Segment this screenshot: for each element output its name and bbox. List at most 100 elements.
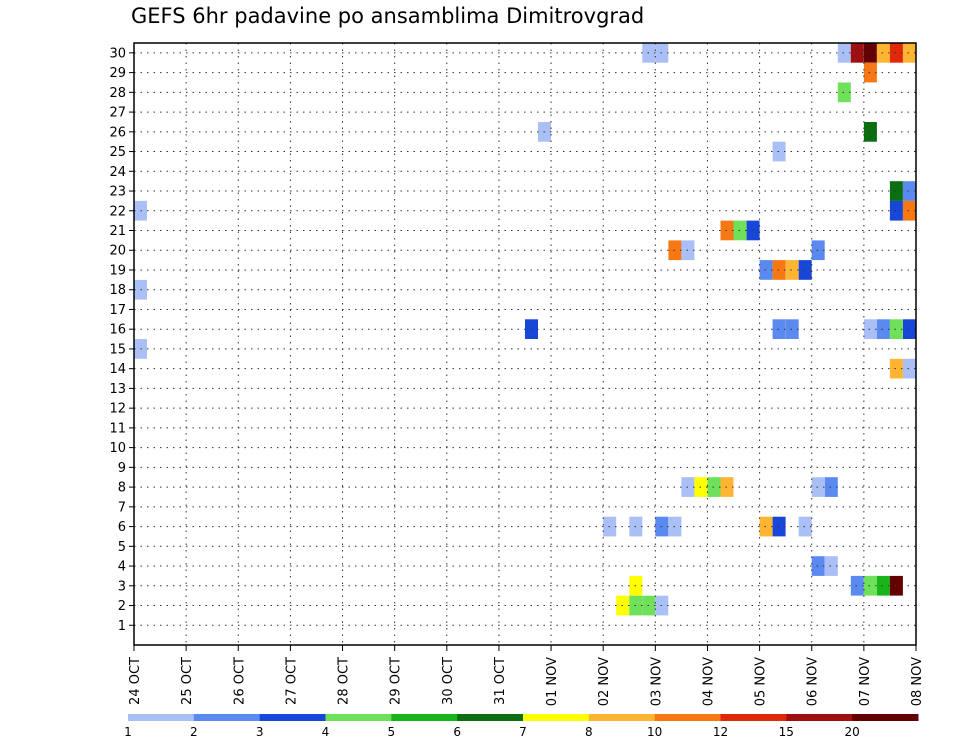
y-tick-label: 15 xyxy=(109,342,126,357)
colorbar-swatch xyxy=(193,714,261,721)
colorbar-label: 5 xyxy=(387,725,395,739)
precip-cell xyxy=(837,43,851,63)
precip-cell xyxy=(889,319,903,339)
precip-cell xyxy=(811,556,825,576)
colorbar-swatch xyxy=(588,714,656,721)
x-tick-label: 26 OCT xyxy=(232,657,247,705)
precip-cell xyxy=(772,141,786,162)
precip-cell xyxy=(889,43,903,63)
y-tick-label: 6 xyxy=(118,520,126,535)
y-tick-label: 21 xyxy=(109,224,126,239)
precip-cell xyxy=(863,43,877,63)
precip-cell xyxy=(785,319,799,339)
colorbar-swatch xyxy=(457,714,524,721)
precip-cell xyxy=(903,200,916,221)
precip-cell xyxy=(889,181,903,201)
precip-cell xyxy=(889,575,903,596)
colorbar-label: 10 xyxy=(647,725,662,739)
y-tick-label: 17 xyxy=(109,303,126,318)
precip-cell xyxy=(798,260,812,280)
x-axis-ticks: 24 OCT 25 OCT 26 OCT 27 OCT 28 OCT 29 OCT 30 O… xyxy=(128,645,925,706)
y-tick-label: 23 xyxy=(109,185,126,200)
x-tick-label: 30 OCT xyxy=(441,657,456,705)
precip-cell xyxy=(772,516,786,537)
y-axis-ticks: 1234567891011121314151617181920212223242… xyxy=(109,46,134,634)
x-tick-label: 05 NOV xyxy=(754,657,769,706)
colorbar: 1 2 3 4 5 6 7 8 10 12 15 20 xyxy=(124,714,919,739)
x-tick-label: 08 NOV xyxy=(910,657,925,706)
x-tick-label: 31 OCT xyxy=(493,657,508,705)
colorbar-label: 20 xyxy=(845,725,860,739)
y-tick-label: 8 xyxy=(118,481,126,496)
x-tick-label: 25 OCT xyxy=(180,657,195,705)
x-tick-label: 07 NOV xyxy=(858,657,873,706)
colorbar-label: 8 xyxy=(585,725,593,739)
cells-layer xyxy=(134,43,916,616)
y-tick-label: 26 xyxy=(109,125,126,140)
precip-cell xyxy=(824,477,838,497)
x-tick-label: 01 NOV xyxy=(545,657,560,706)
y-tick-label: 9 xyxy=(118,461,126,476)
precip-cell xyxy=(863,319,877,339)
precip-cell xyxy=(863,122,877,142)
precip-cell xyxy=(785,260,799,280)
colorbar-label: 7 xyxy=(519,725,527,739)
precip-cell xyxy=(863,62,877,83)
y-tick-label: 30 xyxy=(109,46,126,61)
x-tick-label: 03 NOV xyxy=(649,657,664,706)
y-tick-label: 28 xyxy=(109,86,126,101)
precip-cell xyxy=(759,260,773,280)
y-tick-label: 18 xyxy=(109,283,126,298)
precip-cell xyxy=(850,43,864,63)
colorbar-label: 3 xyxy=(256,725,264,739)
precip-cell xyxy=(824,556,838,576)
y-tick-label: 3 xyxy=(118,579,126,594)
precip-cell xyxy=(889,200,903,221)
precip-cell xyxy=(798,516,812,537)
precip-cell xyxy=(876,575,890,596)
colorbar-swatch xyxy=(720,714,787,721)
y-tick-label: 22 xyxy=(109,204,126,219)
precip-cell xyxy=(837,82,851,103)
precip-cell xyxy=(811,240,825,261)
plot-frame xyxy=(133,42,917,646)
precip-cell xyxy=(889,358,903,379)
y-tick-label: 4 xyxy=(118,560,126,575)
axes-layer xyxy=(133,42,917,646)
chart-title: GEFS 6hr padavine po ansamblima Dimitrov… xyxy=(131,4,645,28)
y-tick-label: 29 xyxy=(109,66,126,81)
precip-cell xyxy=(850,575,864,596)
colorbar-swatch xyxy=(259,714,326,721)
precip-cell xyxy=(876,43,890,63)
precip-cell xyxy=(746,220,760,241)
y-tick-label: 20 xyxy=(109,244,126,259)
x-tick-label: 02 NOV xyxy=(597,657,612,706)
colorbar-swatch xyxy=(128,714,195,721)
x-tick-label: 27 OCT xyxy=(284,657,299,705)
precip-cell xyxy=(903,181,916,201)
y-tick-label: 10 xyxy=(109,441,126,456)
colorbar-swatch xyxy=(523,714,590,721)
precip-cell xyxy=(903,319,916,339)
colorbar-swatch xyxy=(852,714,919,721)
colorbar-label: 4 xyxy=(322,725,330,739)
y-tick-label: 27 xyxy=(109,106,126,121)
grid-layer xyxy=(134,43,916,645)
colorbar-swatch xyxy=(325,714,392,721)
y-tick-label: 25 xyxy=(109,145,126,160)
y-tick-label: 1 xyxy=(118,619,126,634)
precip-cell xyxy=(772,260,786,280)
colorbar-swatch xyxy=(654,714,721,721)
precip-cell xyxy=(863,575,877,596)
x-tick-label: 29 OCT xyxy=(389,657,404,705)
precip-cell xyxy=(876,319,890,339)
y-tick-label: 19 xyxy=(109,263,126,278)
y-tick-label: 24 xyxy=(109,165,126,180)
precip-cell xyxy=(811,477,825,497)
y-tick-label: 7 xyxy=(118,500,126,515)
colorbar-label: 6 xyxy=(453,725,461,739)
precip-cell xyxy=(772,319,786,339)
y-tick-label: 11 xyxy=(109,421,126,436)
y-tick-label: 12 xyxy=(109,402,126,417)
